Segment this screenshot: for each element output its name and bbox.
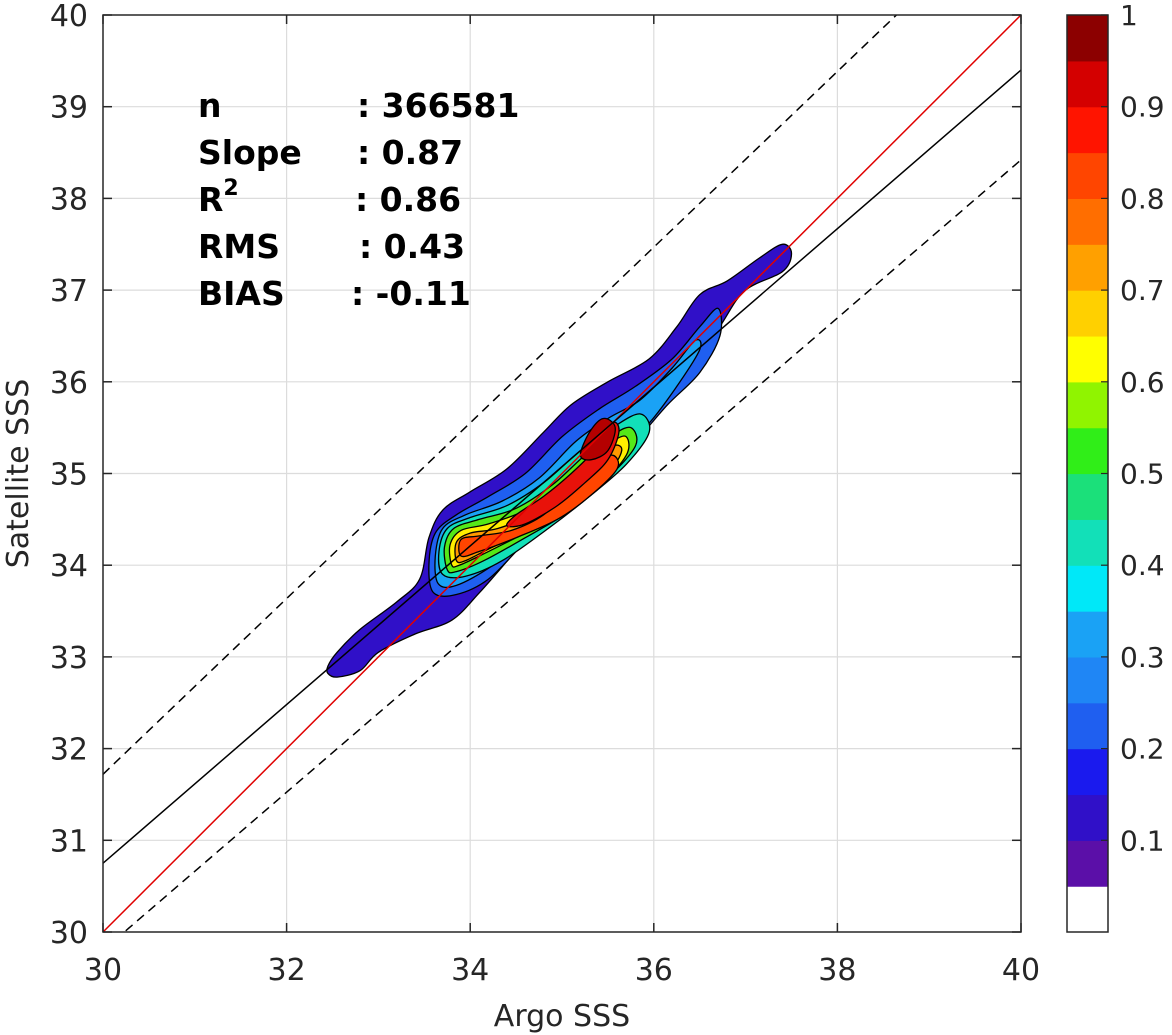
colorbar-segment xyxy=(1067,611,1108,658)
stat-value: : 0.86 xyxy=(355,180,461,219)
stat-value: : 0.87 xyxy=(357,133,463,172)
colorbar-segment xyxy=(1067,335,1108,383)
colorbar-segment xyxy=(1067,748,1108,796)
y-axis-label: Satellite SSS xyxy=(1,379,36,569)
colorbar-segment xyxy=(1067,381,1108,429)
y-tick-label: 37 xyxy=(50,274,88,309)
upper-bound-line xyxy=(103,15,898,775)
x-tick-label: 34 xyxy=(451,953,489,988)
colorbar-segment xyxy=(1067,565,1108,612)
colorbar-segment xyxy=(1067,886,1108,933)
y-tick-label: 31 xyxy=(50,824,88,859)
colorbar-tick-label: 0.5 xyxy=(1120,458,1165,491)
colorbar-tick-label: 0.2 xyxy=(1120,733,1165,766)
lower-bound-line xyxy=(123,159,1021,932)
colorbar-tick-label: 0.9 xyxy=(1120,91,1165,124)
stat-name: RMS xyxy=(198,227,280,266)
y-tick-label: 35 xyxy=(50,458,88,493)
colorbar-segment xyxy=(1067,519,1108,566)
one-to-one-line xyxy=(103,15,1021,932)
colorbar-segment xyxy=(1067,702,1108,750)
colorbar-tick-label: 1 xyxy=(1120,0,1138,32)
y-tick-label: 38 xyxy=(50,182,88,217)
reference-lines xyxy=(103,15,1021,932)
colorbar: 0.1 0.2 0.3 0.4 0.5 0.6 0.7 0.8 0.9 1 xyxy=(1066,0,1165,933)
stat-superscript: 2 xyxy=(223,176,238,201)
colorbar-segment xyxy=(1067,473,1108,520)
stat-value: : 366581 xyxy=(357,86,519,125)
y-tick-label: 30 xyxy=(50,916,88,951)
y-tick-label: 33 xyxy=(50,641,88,676)
colorbar-segment xyxy=(1067,427,1108,475)
colorbar-tick-label: 0.8 xyxy=(1120,182,1165,215)
stat-name: n xyxy=(198,86,222,125)
stat-name: BIAS xyxy=(198,274,285,313)
y-tick-label: 32 xyxy=(50,733,88,768)
y-tick-label: 34 xyxy=(50,549,88,584)
y-tick-label: 39 xyxy=(50,91,88,126)
y-tick-label: 36 xyxy=(50,366,88,401)
x-tick-label: 36 xyxy=(635,953,673,988)
stat-value: : -0.11 xyxy=(351,274,471,313)
stat-value: : 0.43 xyxy=(359,227,465,266)
x-tick-label: 32 xyxy=(268,953,306,988)
x-tick-label: 38 xyxy=(818,953,856,988)
stat-name: Slope xyxy=(198,133,302,172)
colorbar-tick-label: 0.6 xyxy=(1120,366,1165,399)
colorbar-segment xyxy=(1067,656,1108,704)
colorbar-tick-label: 0.3 xyxy=(1120,641,1165,674)
x-axis-label: Argo SSS xyxy=(494,999,630,1034)
colorbar-segment xyxy=(1067,198,1108,245)
colorbar-segment xyxy=(1067,244,1108,291)
colorbar-segment xyxy=(1067,106,1108,154)
colorbar-segment xyxy=(1067,290,1108,337)
colorbar-segment xyxy=(1067,152,1108,199)
plot-area: 30 32 34 36 38 40 30 31 32 33 34 35 36 37 38 39 40 n : 36… xyxy=(50,0,1040,988)
colorbar-tick-label: 0.4 xyxy=(1120,549,1165,582)
regression-line xyxy=(103,69,1021,864)
grid-lines xyxy=(103,15,1021,932)
colorbar-tick-label: 0.7 xyxy=(1120,274,1165,307)
colorbar-tick-label: 0.1 xyxy=(1120,824,1165,857)
colorbar-segment xyxy=(1067,794,1108,841)
x-tick-label: 30 xyxy=(84,953,122,988)
colorbar-segment xyxy=(1067,840,1108,887)
stats-annotation: n : 366581 Slope : 0.87 R2 : 0.86 RMS : 0.43 BIA… xyxy=(198,86,519,313)
axis-ticks: 30 32 34 36 38 40 30 31 32 33 34 35 36 37 38 39 40 xyxy=(50,0,1040,988)
colorbar-segment xyxy=(1067,15,1108,62)
x-tick-label: 40 xyxy=(1002,953,1040,988)
y-tick-label: 40 xyxy=(50,0,88,34)
colorbar-segment xyxy=(1067,60,1108,108)
stat-name: R2 xyxy=(198,176,239,219)
